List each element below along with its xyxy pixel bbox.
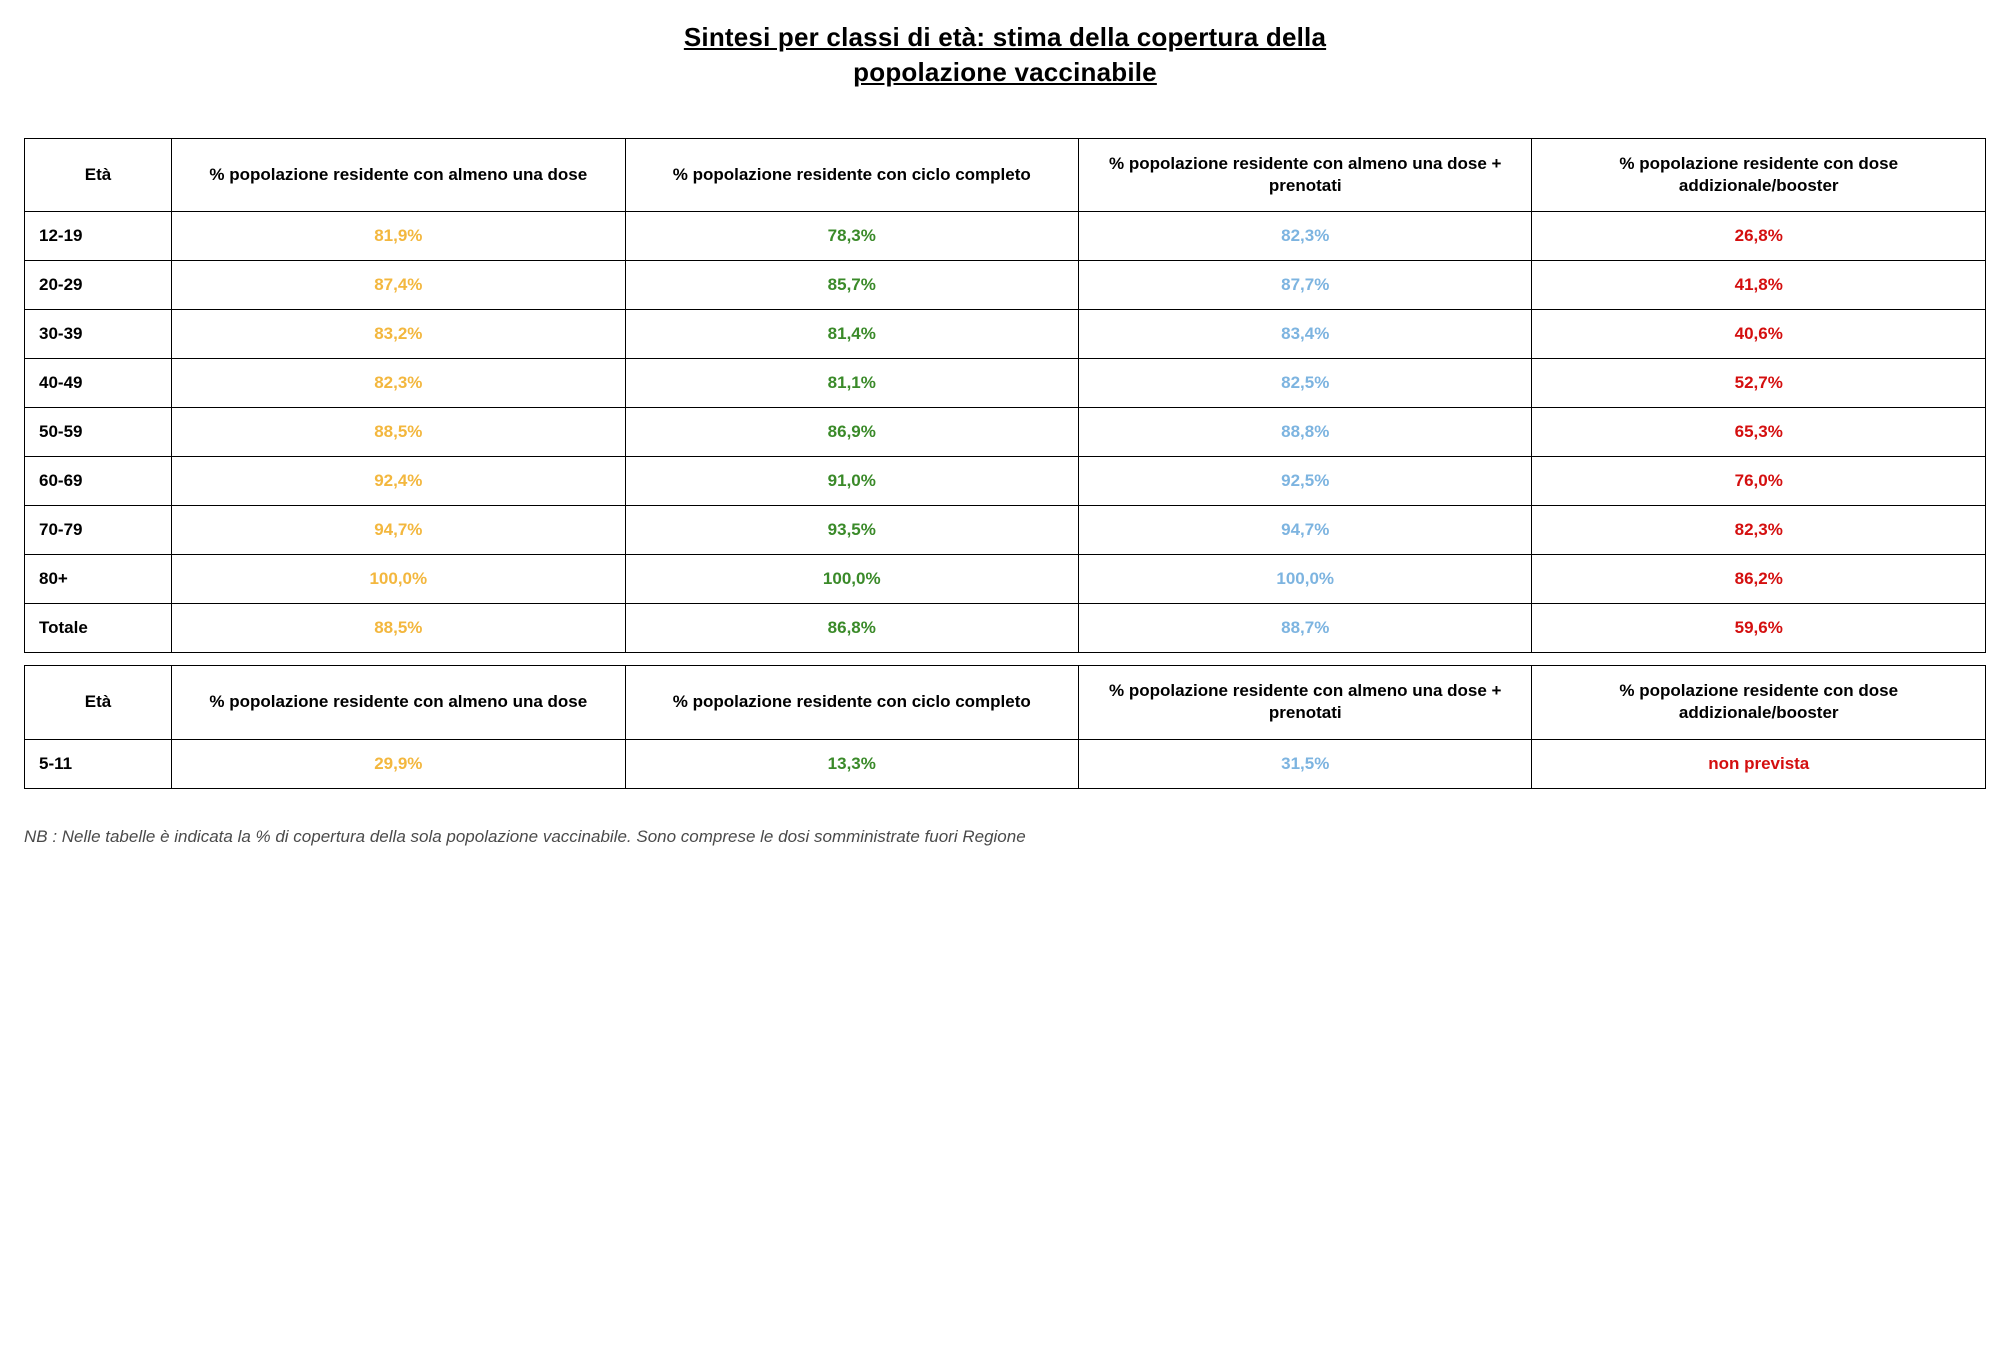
cell-age: 50-59 <box>25 408 172 457</box>
table-row: 50-5988,5%86,9%88,8%65,3% <box>25 408 1986 457</box>
col-age: Età <box>25 139 172 212</box>
cell-full-cycle: 86,8% <box>625 604 1078 653</box>
cell-one-dose: 82,3% <box>172 359 625 408</box>
cell-one-dose-booked: 88,8% <box>1079 408 1532 457</box>
cell-booster: 86,2% <box>1532 555 1986 604</box>
cell-one-dose: 81,9% <box>172 212 625 261</box>
cell-one-dose-booked: 82,3% <box>1079 212 1532 261</box>
table-row: 12-1981,9%78,3%82,3%26,8% <box>25 212 1986 261</box>
col-one-dose-booked: % popolazione residente con almeno una d… <box>1079 139 1532 212</box>
table-row: 5-1129,9%13,3%31,5%non prevista <box>25 739 1986 788</box>
footnote: NB : Nelle tabelle è indicata la % di co… <box>24 827 1986 847</box>
cell-booster: 41,8% <box>1532 261 1986 310</box>
coverage-table-secondary: Età % popolazione residente con almeno u… <box>24 665 1986 788</box>
cell-booster: 65,3% <box>1532 408 1986 457</box>
table-row: 80+100,0%100,0%100,0%86,2% <box>25 555 1986 604</box>
cell-full-cycle: 81,1% <box>625 359 1078 408</box>
cell-full-cycle: 100,0% <box>625 555 1078 604</box>
table-row: 60-6992,4%91,0%92,5%76,0% <box>25 457 1986 506</box>
cell-age: 80+ <box>25 555 172 604</box>
cell-one-dose: 29,9% <box>172 739 625 788</box>
cell-booster: 40,6% <box>1532 310 1986 359</box>
cell-booster: 59,6% <box>1532 604 1986 653</box>
title-line-1: Sintesi per classi di età: stima della c… <box>684 22 1326 52</box>
cell-one-dose-booked: 88,7% <box>1079 604 1532 653</box>
cell-age: 70-79 <box>25 506 172 555</box>
cell-booster: 76,0% <box>1532 457 1986 506</box>
cell-full-cycle: 78,3% <box>625 212 1078 261</box>
table-row: 20-2987,4%85,7%87,7%41,8% <box>25 261 1986 310</box>
cell-age: 60-69 <box>25 457 172 506</box>
col-one-dose-booked: % popolazione residente con almeno una d… <box>1079 666 1532 739</box>
cell-one-dose: 83,2% <box>172 310 625 359</box>
table-row: 40-4982,3%81,1%82,5%52,7% <box>25 359 1986 408</box>
cell-booster: 82,3% <box>1532 506 1986 555</box>
cell-booster: 52,7% <box>1532 359 1986 408</box>
title-line-2: popolazione vaccinabile <box>853 57 1157 87</box>
cell-one-dose-booked: 82,5% <box>1079 359 1532 408</box>
cell-one-dose: 88,5% <box>172 408 625 457</box>
cell-full-cycle: 93,5% <box>625 506 1078 555</box>
table-row: Totale88,5%86,8%88,7%59,6% <box>25 604 1986 653</box>
cell-full-cycle: 85,7% <box>625 261 1078 310</box>
cell-one-dose-booked: 100,0% <box>1079 555 1532 604</box>
cell-one-dose: 94,7% <box>172 506 625 555</box>
cell-full-cycle: 91,0% <box>625 457 1078 506</box>
cell-one-dose: 92,4% <box>172 457 625 506</box>
header-row: Età % popolazione residente con almeno u… <box>25 139 1986 212</box>
header-row: Età % popolazione residente con almeno u… <box>25 666 1986 739</box>
cell-age: 40-49 <box>25 359 172 408</box>
cell-age: 30-39 <box>25 310 172 359</box>
col-booster: % popolazione residente con dose addizio… <box>1532 139 1986 212</box>
cell-age: 5-11 <box>25 739 172 788</box>
cell-full-cycle: 86,9% <box>625 408 1078 457</box>
col-full-cycle: % popolazione residente con ciclo comple… <box>625 139 1078 212</box>
cell-one-dose-booked: 87,7% <box>1079 261 1532 310</box>
col-one-dose: % popolazione residente con almeno una d… <box>172 666 625 739</box>
page-title: Sintesi per classi di età: stima della c… <box>24 20 1986 90</box>
table-row: 70-7994,7%93,5%94,7%82,3% <box>25 506 1986 555</box>
cell-one-dose-booked: 94,7% <box>1079 506 1532 555</box>
col-age: Età <box>25 666 172 739</box>
cell-age: Totale <box>25 604 172 653</box>
cell-booster: 26,8% <box>1532 212 1986 261</box>
col-one-dose: % popolazione residente con almeno una d… <box>172 139 625 212</box>
cell-full-cycle: 13,3% <box>625 739 1078 788</box>
cell-one-dose: 100,0% <box>172 555 625 604</box>
cell-age: 20-29 <box>25 261 172 310</box>
coverage-table-main: Età % popolazione residente con almeno u… <box>24 138 1986 653</box>
cell-one-dose-booked: 83,4% <box>1079 310 1532 359</box>
cell-age: 12-19 <box>25 212 172 261</box>
cell-one-dose-booked: 31,5% <box>1079 739 1532 788</box>
cell-full-cycle: 81,4% <box>625 310 1078 359</box>
cell-booster: non prevista <box>1532 739 1986 788</box>
col-booster: % popolazione residente con dose addizio… <box>1532 666 1986 739</box>
table-row: 30-3983,2%81,4%83,4%40,6% <box>25 310 1986 359</box>
cell-one-dose: 88,5% <box>172 604 625 653</box>
cell-one-dose: 87,4% <box>172 261 625 310</box>
col-full-cycle: % popolazione residente con ciclo comple… <box>625 666 1078 739</box>
cell-one-dose-booked: 92,5% <box>1079 457 1532 506</box>
